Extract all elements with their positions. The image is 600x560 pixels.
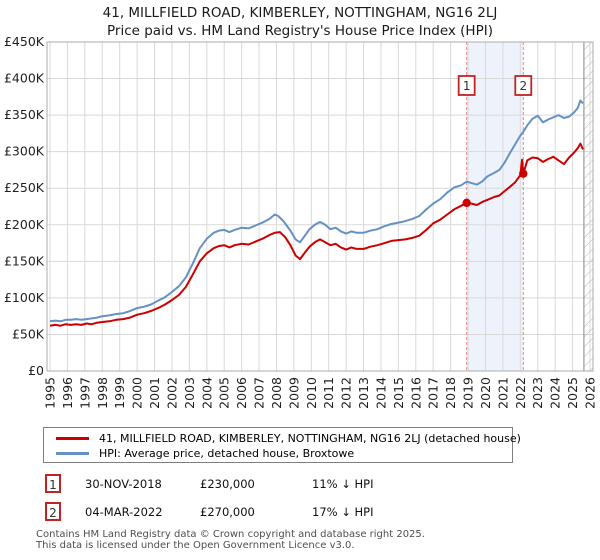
x-tick-label: 2011 [321,377,336,409]
sale-flag-number: 2 [519,79,527,93]
sale-point-dot [519,169,528,178]
x-tick-label: 2009 [286,377,301,409]
x-tick-label: 2014 [373,377,388,409]
x-tick-label: 2023 [530,377,545,409]
sale-row-1: 1 30-NOV-2018 £230,000 11% ↓ HPI [0,474,600,495]
x-tick-label: 2020 [478,377,493,409]
x-tick-label: 2000 [130,377,145,409]
y-tick-label: £150K [4,253,45,268]
price-history-chart: 1 2 £0 £50K £100K £150K £200K £250K £300K £350K £4… [4,34,598,409]
x-tick-label: 2021 [495,377,510,409]
x-tick-label: 2015 [391,377,406,409]
sale-point-dot [462,198,471,208]
y-tick-label: £400K [4,71,45,86]
y-tick-label: £50K [12,326,45,341]
y-tick-label: £0 [28,363,44,378]
future-hatch-region [583,42,593,371]
x-tick-label: 2026 [583,377,598,409]
x-tick-label: 2007 [252,377,267,409]
x-tick-label: 1995 [43,377,58,409]
sale-number-badge: 1 [45,474,61,493]
x-tick-label: 2008 [269,377,284,409]
sale-date: 30-NOV-2018 [85,477,162,491]
y-tick-label: £300K [4,144,45,159]
legend-item-hpi: HPI: Average price, detached house, Brox… [56,446,512,461]
plot-area: 1 2 £0 £50K £100K £150K £200K £250K £300K £350K £4… [4,34,598,409]
x-tick-label: 1999 [112,377,127,409]
sale-flag-number: 1 [463,79,471,93]
hpi-line [49,99,584,323]
legend-item-property: 41, MILLFIELD ROAD, KIMBERLEY, NOTTINGHA… [56,431,521,446]
x-tick-label: 2004 [199,377,214,409]
x-tick-label: 2025 [565,377,580,409]
legend-label-property: 41, MILLFIELD ROAD, KIMBERLEY, NOTTINGHA… [99,432,521,445]
x-tick-label: 1998 [95,377,110,409]
x-tick-label: 2016 [408,377,423,409]
blue-line-swatch-icon [56,452,89,455]
x-tick-label: 2010 [304,377,319,409]
legend-label-hpi: HPI: Average price, detached house, Brox… [99,447,355,460]
x-tick-label: 2019 [461,377,476,409]
x-tick-label: 1996 [60,377,75,409]
sale-price: £270,000 [200,505,255,519]
x-tick-label: 2001 [147,377,162,409]
sale-period-band [466,42,524,371]
x-tick-label: 2005 [217,377,232,409]
x-tick-label: 2012 [339,377,354,409]
red-line-swatch-icon [56,437,89,440]
sale-flag-box [514,75,533,96]
sale-hpi-delta: 17% ↓ HPI [312,505,374,519]
x-tick-label: 2018 [443,377,458,409]
sale-flag-box [457,75,476,96]
x-tick-label: 2013 [356,377,371,409]
sale-number-badge: 2 [45,502,61,521]
footer-line1: Contains HM Land Registry data © Crown c… [36,529,425,540]
x-tick-label: 2017 [426,377,441,409]
page-subtitle: Price paid vs. HM Land Registry's House … [107,23,493,39]
y-tick-label: £350K [4,107,45,122]
x-tick-label: 1997 [77,377,92,409]
x-tick-label: 2003 [182,377,197,409]
sale-date: 04-MAR-2022 [85,505,163,519]
y-tick-label: £100K [4,290,45,305]
sale-row-2: 2 04-MAR-2022 £270,000 17% ↓ HPI [0,502,600,523]
page-title: 41, MILLFIELD ROAD, KIMBERLEY, NOTTINGHA… [102,5,498,21]
x-tick-label: 2024 [548,377,563,409]
y-tick-label: £250K [4,180,45,195]
sale-hpi-delta: 11% ↓ HPI [312,477,374,491]
chart-legend: 41, MILLFIELD ROAD, KIMBERLEY, NOTTINGHA… [43,427,521,463]
x-tick-label: 2002 [164,377,179,409]
property-price-line [49,142,584,327]
y-tick-label: £450K [4,34,45,49]
sale-price: £230,000 [200,477,255,491]
y-tick-label: £200K [4,217,45,232]
x-tick-label: 2022 [513,377,528,409]
copyright-footer: Contains HM Land Registry data © Crown c… [36,529,425,551]
plot-border [46,41,594,372]
footer-line2: This data is licensed under the Open Gov… [36,540,355,551]
x-tick-label: 2006 [234,377,249,409]
